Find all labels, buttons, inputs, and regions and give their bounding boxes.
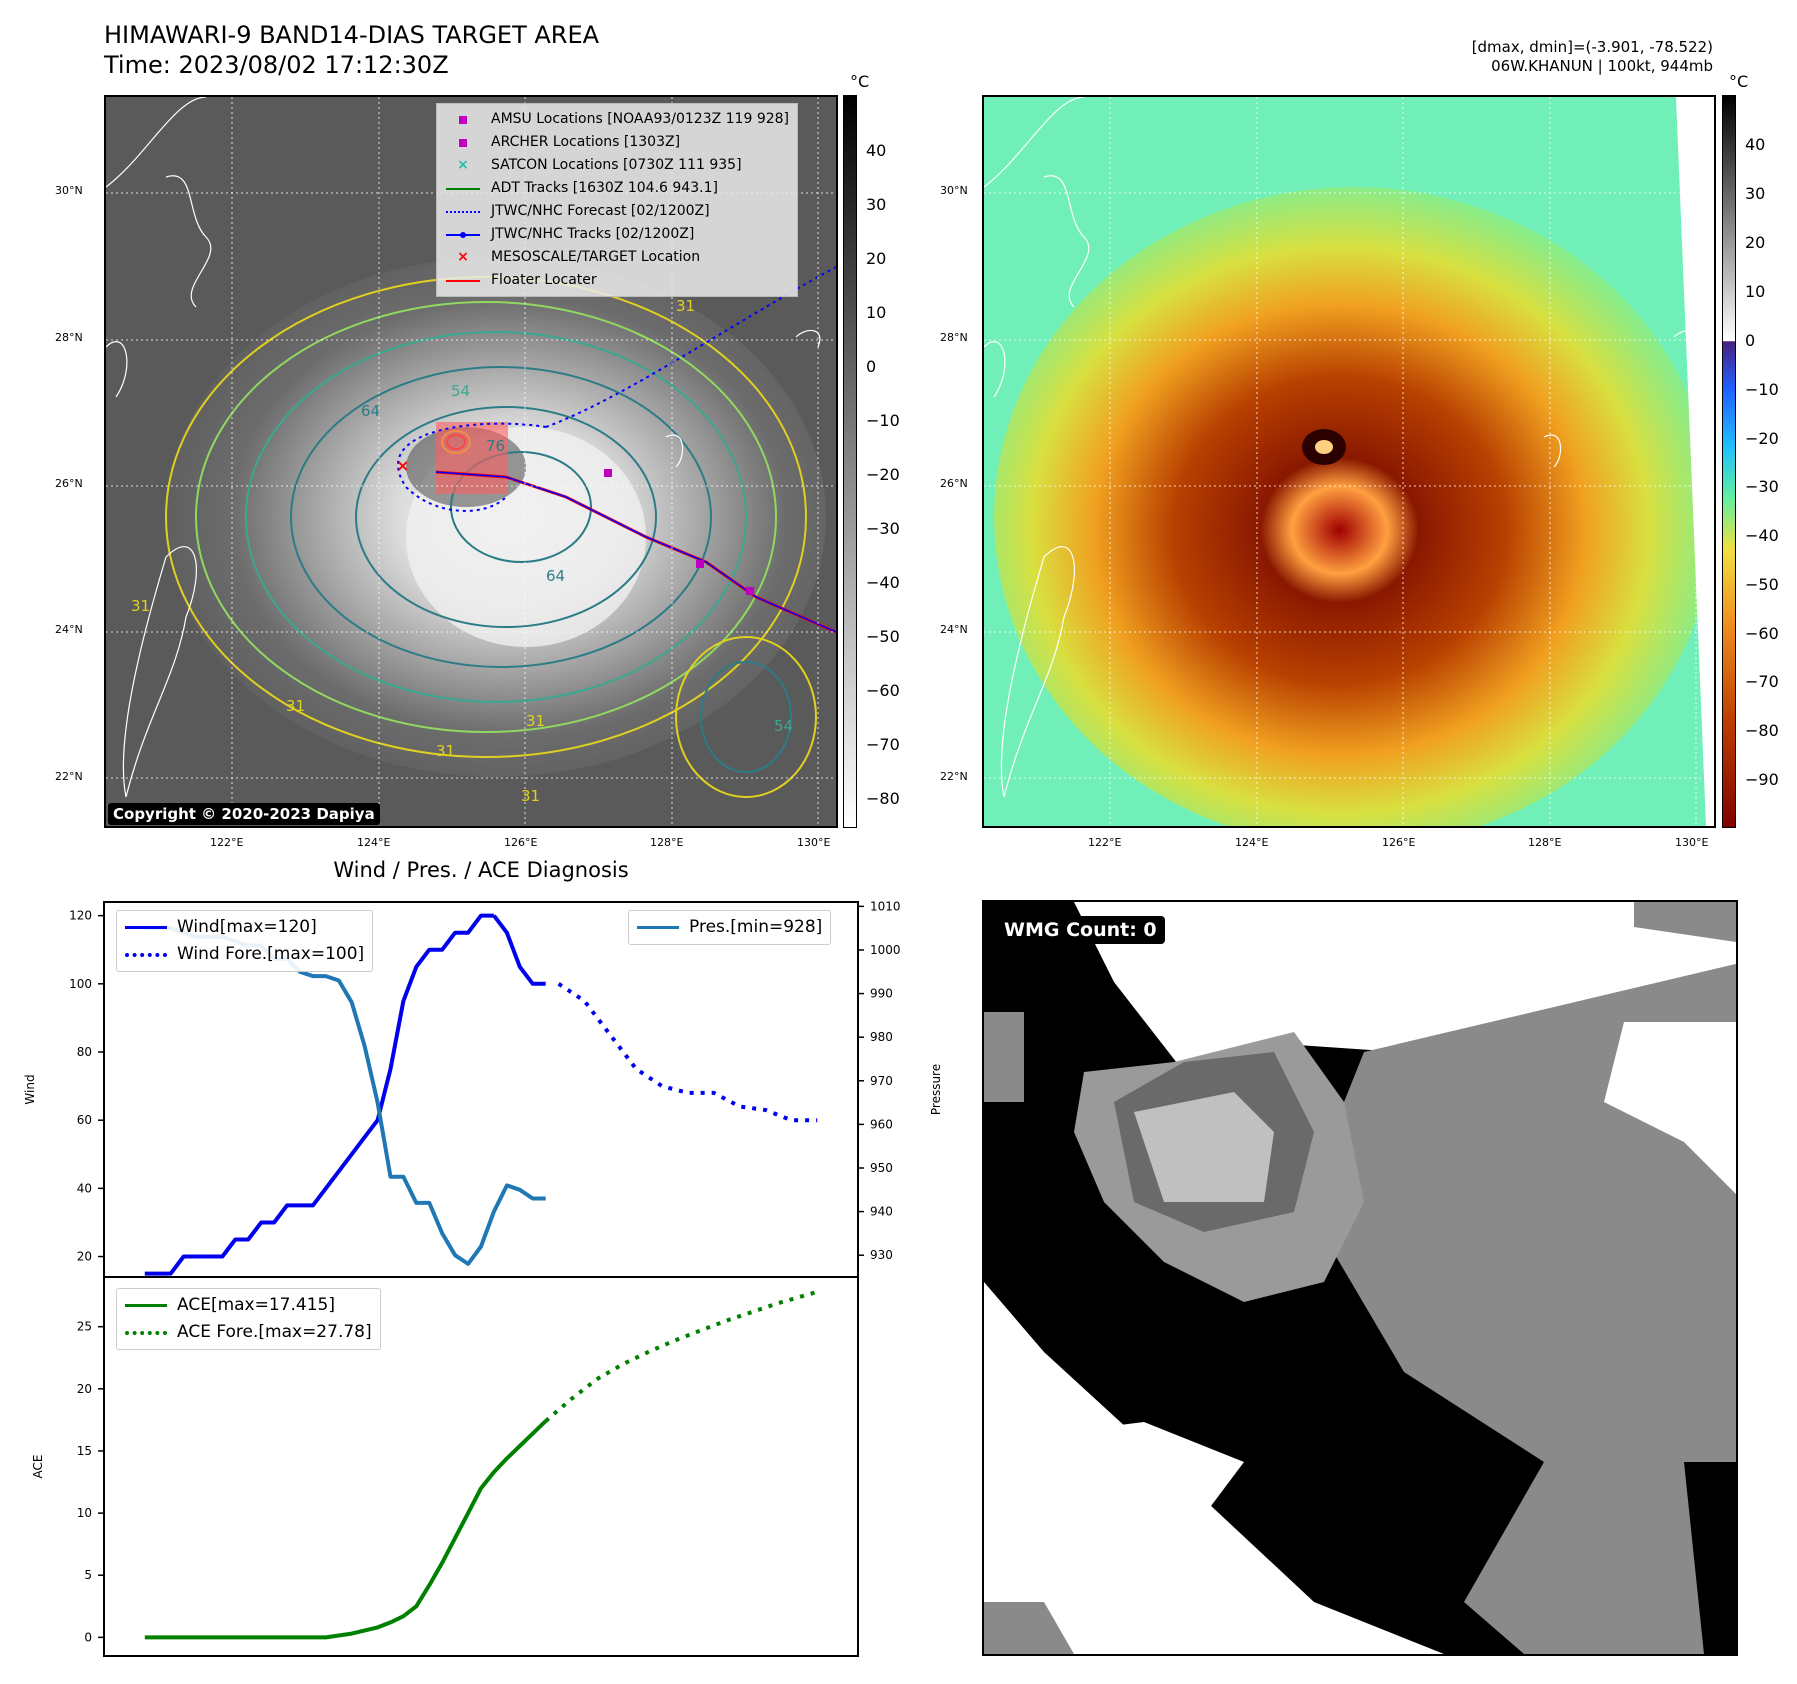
ace-ytick-label: 20 [77, 1382, 92, 1396]
wind-axis-label: Wind [23, 1074, 37, 1104]
wind-forecast-line [559, 984, 818, 1120]
pressure-ytick-label: 930 [870, 1248, 893, 1262]
pressure-legend: Pres.[min=928] [628, 910, 831, 945]
wmg-imagery [984, 902, 1736, 1654]
pressure-ytick-label: 1000 [870, 943, 901, 957]
legend-item-ace: ACE[max=17.415] [125, 1292, 372, 1319]
ace-axis-label: ACE [31, 1455, 45, 1479]
pressure-ytick-label: 950 [870, 1161, 893, 1175]
wind-ytick-label: 80 [77, 1045, 92, 1059]
pressure-ytick-label: 980 [870, 1030, 893, 1044]
pressure-ytick-label: 960 [870, 1117, 893, 1131]
pressure-axis-label: Pressure [929, 1064, 943, 1115]
pressure-ytick-label: 970 [870, 1074, 893, 1088]
wind-ytick-label: 20 [77, 1250, 92, 1264]
pressure-ytick-label: 1010 [870, 899, 901, 913]
pressure-line [145, 928, 546, 1264]
ace-ytick-label: 25 [77, 1320, 92, 1334]
wind-ytick-label: 100 [69, 977, 92, 991]
ace-legend: ACE[max=17.415] ACE Fore.[max=27.78] [116, 1288, 381, 1350]
ace-ytick-label: 5 [84, 1568, 92, 1582]
ace-ytick-label: 10 [77, 1506, 92, 1520]
ace-ytick-label: 0 [84, 1630, 92, 1644]
wmg-classification-panel: WMG Count: 0 [982, 900, 1738, 1656]
wmg-count-badge: WMG Count: 0 [996, 916, 1165, 944]
wind-line [494, 916, 546, 984]
ace-forecast-line [546, 1292, 818, 1421]
ace-line [145, 1421, 546, 1637]
pressure-ytick-label: 990 [870, 987, 893, 1001]
pressure-ytick-label: 940 [870, 1205, 893, 1219]
wind-ytick-label: 120 [69, 909, 92, 923]
wind-legend: Wind[max=120] Wind Fore.[max=100] [116, 910, 373, 972]
wind-ytick-label: 60 [77, 1113, 92, 1127]
legend-item-ace-forecast: ACE Fore.[max=27.78] [125, 1319, 372, 1346]
legend-item-pressure: Pres.[min=928] [637, 914, 822, 941]
ace-ytick-label: 15 [77, 1444, 92, 1458]
wind-ytick-label: 40 [77, 1181, 92, 1195]
legend-item-wind-forecast: Wind Fore.[max=100] [125, 941, 364, 968]
legend-item-wind: Wind[max=120] [125, 914, 364, 941]
